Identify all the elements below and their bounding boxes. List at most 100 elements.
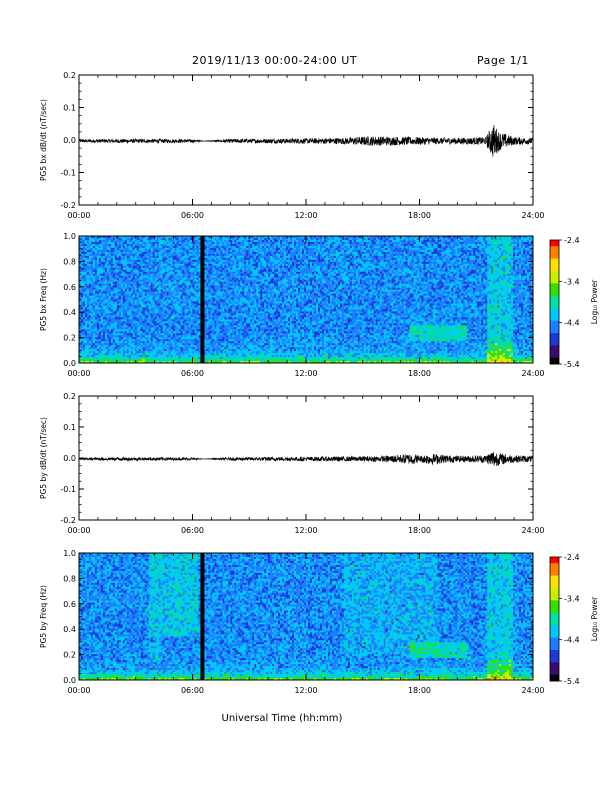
spectrogram-cell <box>129 329 131 331</box>
spectrogram-cell <box>187 347 189 349</box>
spectrogram-cell <box>133 250 135 252</box>
spectrogram-cell <box>206 349 208 351</box>
spectrogram-cell <box>212 335 214 337</box>
spectrogram-cell <box>228 313 230 315</box>
spectrogram-cell <box>147 246 149 248</box>
spectrogram-cell <box>115 327 117 329</box>
spectrogram-cell <box>121 296 123 298</box>
spectrogram-cell <box>109 262 111 264</box>
spectrogram-cell <box>125 355 127 357</box>
spectrogram-cell <box>191 258 193 260</box>
spectrogram-cell <box>161 347 163 349</box>
spectrogram-cell <box>95 301 97 303</box>
spectrogram-cell <box>119 254 121 256</box>
spectrogram-cell <box>161 296 163 298</box>
spectrogram-cell <box>187 319 189 321</box>
spectrogram-cell <box>228 260 230 262</box>
spectrogram-cell <box>193 284 195 286</box>
spectrogram-cell <box>187 313 189 315</box>
spectrogram-cell <box>139 347 141 349</box>
spectrogram-cell <box>145 260 147 262</box>
spectrogram-cell <box>89 305 91 307</box>
spectrogram-cell <box>214 311 216 313</box>
spectrogram-cell <box>83 333 85 335</box>
spectrogram-cell <box>155 276 157 278</box>
spectrogram-cell <box>212 294 214 296</box>
spectrogram-cell <box>149 242 151 244</box>
spectrogram-cell <box>218 349 220 351</box>
spectrogram-cell <box>191 248 193 250</box>
spectrogram-cell <box>131 323 133 325</box>
spectrogram-cell <box>117 242 119 244</box>
spectrogram-cell <box>111 359 113 361</box>
spectrogram-cell <box>159 238 161 240</box>
spectrogram-cell <box>127 246 129 248</box>
spectrogram-cell <box>93 296 95 298</box>
spectrogram-cell <box>119 303 121 305</box>
spectrogram-cell <box>208 325 210 327</box>
spectrogram-cell <box>232 296 234 298</box>
spectrogram-cell <box>163 244 165 246</box>
spectrogram-cell <box>173 292 175 294</box>
spectrogram-cell <box>147 351 149 353</box>
spectrogram-cell <box>149 286 151 288</box>
spectrogram-cell <box>103 323 105 325</box>
spectrogram-cell <box>187 276 189 278</box>
spectrogram-cell <box>161 300 163 302</box>
spectrogram-cell <box>208 298 210 300</box>
spectrogram-cell <box>117 345 119 347</box>
spectrogram-cell <box>173 298 175 300</box>
spectrogram-cell <box>89 294 91 296</box>
spectrogram-cell <box>228 268 230 270</box>
spectrogram-cell <box>212 288 214 290</box>
spectrogram-cell <box>228 311 230 313</box>
spectrogram-cell <box>187 351 189 353</box>
spectrogram-cell <box>115 290 117 292</box>
spectrogram-cell <box>149 329 151 331</box>
spectrogram-cell <box>147 355 149 357</box>
spectrogram-cell <box>139 305 141 307</box>
spectrogram-cell <box>119 311 121 313</box>
spectrogram-cell <box>83 357 85 359</box>
spectrogram-cell <box>139 355 141 357</box>
spectrogram-cell <box>129 331 131 333</box>
spectrogram-cell <box>161 307 163 309</box>
spectrogram-cell <box>109 280 111 282</box>
spectrogram-cell <box>214 298 216 300</box>
spectrogram-cell <box>175 272 177 274</box>
spectrogram-cell <box>155 258 157 260</box>
spectrogram-cell <box>97 301 99 303</box>
spectrogram-cell <box>206 343 208 345</box>
spectrogram-cell <box>89 349 91 351</box>
spectrogram-cell <box>222 323 224 325</box>
spectrogram-cell <box>224 303 226 305</box>
spectrogram-cell <box>220 351 222 353</box>
spectrogram-cell <box>161 327 163 329</box>
spectrogram-cell <box>127 329 129 331</box>
spectrogram-cell <box>232 307 234 309</box>
spectrogram-cell <box>216 244 218 246</box>
spectrogram-cell <box>123 317 125 319</box>
spectrogram-cell <box>228 357 230 359</box>
spectrogram-cell <box>121 315 123 317</box>
spectrogram-cell <box>123 288 125 290</box>
spectrogram-cell <box>103 262 105 264</box>
spectrogram-cell <box>147 323 149 325</box>
spectrogram-cell <box>230 305 232 307</box>
spectrogram-cell <box>175 339 177 341</box>
spectrogram-cell <box>173 262 175 264</box>
spectrogram-cell <box>234 274 236 276</box>
spectrogram-cell <box>91 248 93 250</box>
spectrogram-cell <box>208 345 210 347</box>
spectrogram-cell <box>99 305 101 307</box>
spectrogram-cell <box>93 252 95 254</box>
spectrogram-cell <box>218 286 220 288</box>
spectrogram-cell <box>165 268 167 270</box>
spectrogram-cell <box>95 335 97 337</box>
spectrogram-cell <box>191 300 193 302</box>
spectrogram-cell <box>214 238 216 240</box>
spectrogram-cell <box>111 262 113 264</box>
spectrogram-cell <box>141 335 143 337</box>
spectrogram-cell <box>153 307 155 309</box>
spectrogram-cell <box>91 303 93 305</box>
